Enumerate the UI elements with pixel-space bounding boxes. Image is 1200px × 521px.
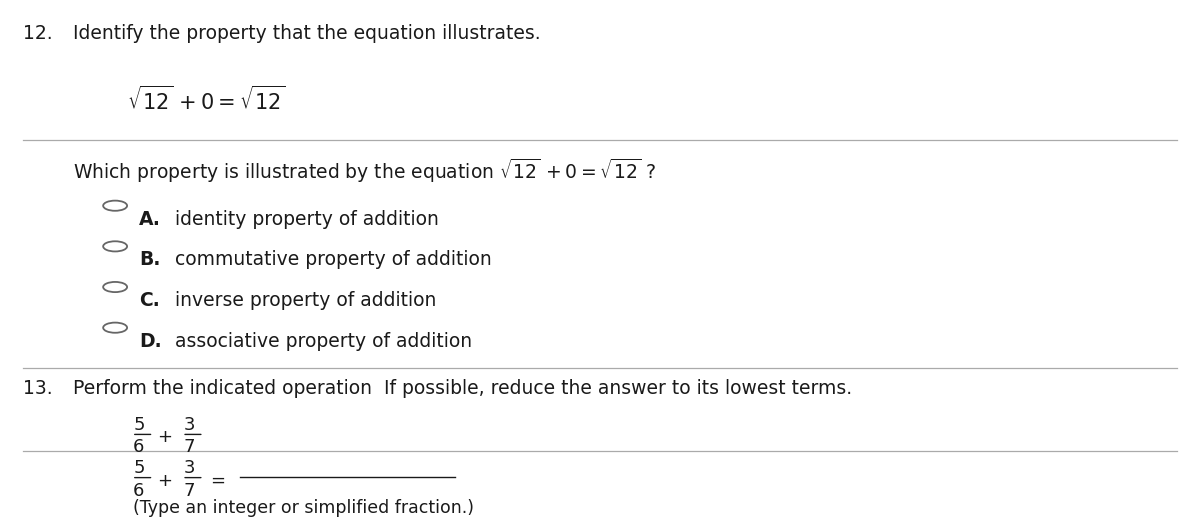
Text: 7: 7 — [184, 439, 194, 456]
Text: identity property of addition: identity property of addition — [163, 210, 439, 229]
Text: 13.: 13. — [23, 379, 53, 398]
Text: =: = — [210, 472, 224, 490]
Text: +: + — [157, 472, 172, 490]
Text: Perform the indicated operation  If possible, reduce the answer to its lowest te: Perform the indicated operation If possi… — [73, 379, 852, 398]
Text: (Type an integer or simplified fraction.): (Type an integer or simplified fraction.… — [133, 500, 474, 517]
Text: 12.: 12. — [23, 24, 53, 43]
Text: 6: 6 — [133, 439, 144, 456]
Text: 5: 5 — [133, 459, 144, 477]
Text: A.: A. — [139, 210, 161, 229]
Text: B.: B. — [139, 251, 161, 269]
Text: 7: 7 — [184, 482, 194, 500]
Text: 6: 6 — [133, 482, 144, 500]
Text: D.: D. — [139, 332, 162, 351]
Text: 3: 3 — [184, 459, 194, 477]
Text: Which property is illustrated by the equation $\sqrt{12}$$\,+0=$$\sqrt{12}$ ?: Which property is illustrated by the equ… — [73, 156, 656, 184]
Text: $\sqrt{12}$$\,+0=$$\sqrt{12}$: $\sqrt{12}$$\,+0=$$\sqrt{12}$ — [127, 85, 286, 114]
Text: inverse property of addition: inverse property of addition — [163, 291, 437, 310]
Text: +: + — [157, 428, 172, 446]
Text: 5: 5 — [133, 416, 144, 433]
Text: Identify the property that the equation illustrates.: Identify the property that the equation … — [73, 24, 541, 43]
Text: commutative property of addition: commutative property of addition — [163, 251, 492, 269]
Text: associative property of addition: associative property of addition — [163, 332, 472, 351]
Text: C.: C. — [139, 291, 160, 310]
Text: 3: 3 — [184, 416, 194, 433]
